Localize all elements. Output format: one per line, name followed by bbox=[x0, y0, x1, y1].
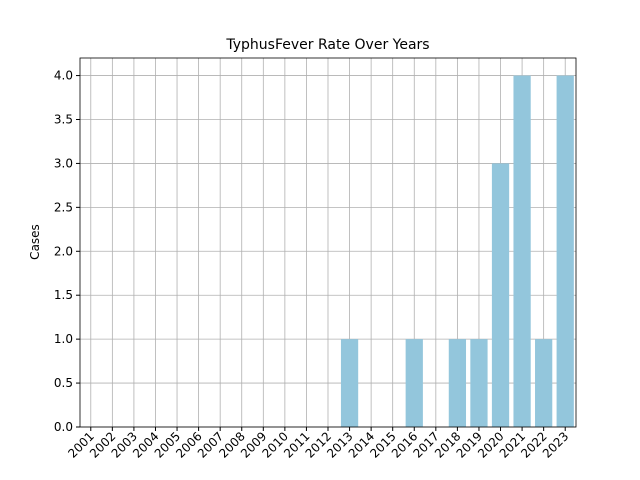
bar bbox=[340, 339, 359, 427]
y-tick-label: 3.5 bbox=[54, 113, 73, 127]
y-tick-label: 0.5 bbox=[54, 376, 73, 390]
y-tick-label: 1.0 bbox=[54, 332, 73, 346]
bar bbox=[513, 75, 531, 428]
y-tick-label: 3.0 bbox=[54, 156, 73, 170]
plot-frame bbox=[79, 57, 577, 428]
y-tick-label: 2.5 bbox=[54, 200, 73, 214]
bar bbox=[405, 339, 423, 427]
y-tick-label: 4.0 bbox=[54, 69, 73, 83]
y-tick-label: 0.0 bbox=[54, 420, 73, 434]
bar bbox=[556, 75, 574, 428]
bar bbox=[470, 339, 488, 427]
y-axis-label: Cases bbox=[28, 224, 42, 260]
chart-title: TyphusFever Rate Over Years bbox=[225, 37, 429, 53]
bar bbox=[535, 339, 553, 427]
bar bbox=[491, 163, 510, 427]
y-tick-label: 1.5 bbox=[54, 288, 73, 302]
y-tick-label: 2.0 bbox=[54, 244, 73, 258]
bar bbox=[448, 339, 467, 427]
